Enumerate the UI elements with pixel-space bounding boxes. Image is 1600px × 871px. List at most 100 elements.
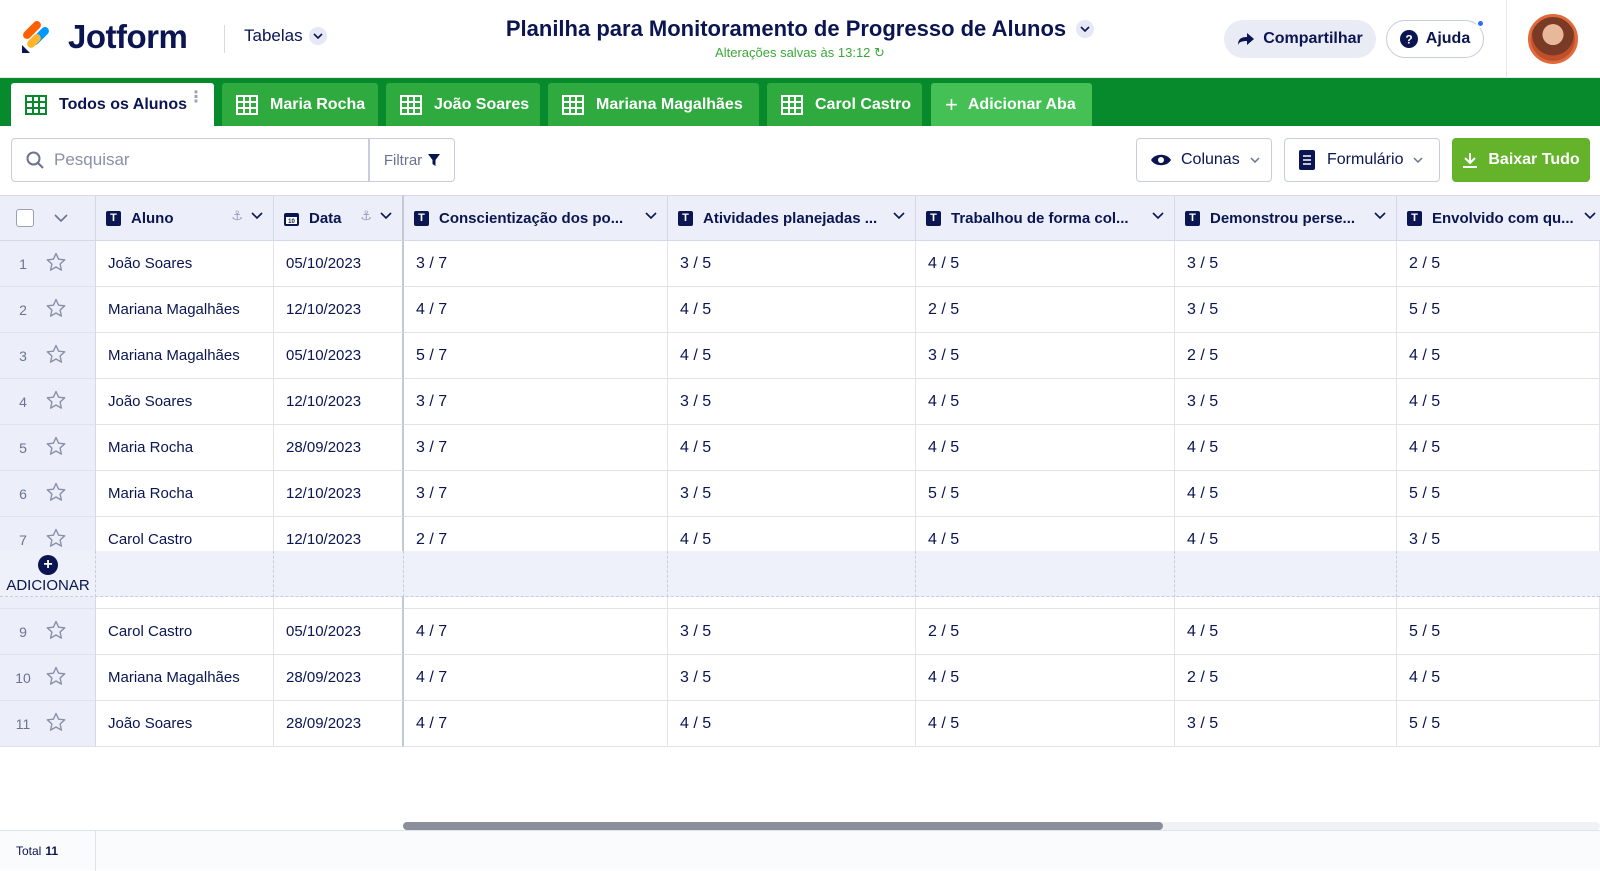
envolvido-cell[interactable]: 2 / 5 — [1397, 241, 1600, 287]
aluno-cell[interactable]: Maria Rocha — [96, 425, 274, 471]
jotform-logo[interactable]: Jotform — [20, 18, 188, 56]
conscientizacao-cell[interactable]: 3 / 7 — [404, 241, 668, 287]
data-cell[interactable]: 05/10/2023 — [274, 609, 404, 655]
tab-carol-castro[interactable]: Carol Castro — [767, 83, 922, 126]
data-cell[interactable]: 28/09/2023 — [274, 701, 404, 747]
chevron-down-icon[interactable] — [54, 214, 68, 222]
envolvido-cell[interactable]: 5 / 5 — [1397, 471, 1600, 517]
atividades-cell[interactable]: 3 / 5 — [668, 655, 916, 701]
data-cell[interactable]: 28/09/2023 — [274, 425, 404, 471]
search-input[interactable] — [54, 150, 334, 170]
conscientizacao-cell[interactable]: 3 / 7 — [404, 425, 668, 471]
demonstrou-cell[interactable]: 4 / 5 — [1175, 609, 1397, 655]
column-header-conscientizacao[interactable]: T Conscientização dos po... — [404, 195, 668, 241]
conscientizacao-cell[interactable]: 4 / 7 — [404, 701, 668, 747]
trabalhou-cell[interactable]: 2 / 5 — [916, 287, 1175, 333]
select-all-checkbox[interactable] — [16, 209, 34, 227]
aluno-cell[interactable]: Mariana Magalhães — [96, 333, 274, 379]
envolvido-cell[interactable]: 5 / 5 — [1397, 609, 1600, 655]
star-icon[interactable] — [46, 344, 66, 368]
star-icon[interactable] — [46, 620, 66, 644]
atividades-cell[interactable]: 4 / 5 — [668, 701, 916, 747]
tab-mariana-magalhaes[interactable]: Mariana Magalhães — [548, 83, 759, 126]
demonstrou-cell[interactable]: 2 / 5 — [1175, 333, 1397, 379]
star-icon[interactable] — [46, 712, 66, 736]
atividades-cell[interactable]: 3 / 5 — [668, 471, 916, 517]
trabalhou-cell[interactable]: 4 / 5 — [916, 701, 1175, 747]
avatar[interactable] — [1528, 14, 1578, 64]
chevron-down-icon[interactable] — [893, 212, 905, 220]
data-cell[interactable]: 05/10/2023 — [274, 241, 404, 287]
trabalhou-cell[interactable]: 5 / 5 — [916, 471, 1175, 517]
tab-joao-soares[interactable]: João Soares — [386, 83, 540, 126]
data-cell[interactable]: 12/10/2023 — [274, 379, 404, 425]
demonstrou-cell[interactable]: 4 / 5 — [1175, 471, 1397, 517]
star-icon[interactable] — [46, 666, 66, 690]
chevron-down-icon[interactable] — [645, 212, 657, 220]
atividades-cell[interactable]: 4 / 5 — [668, 425, 916, 471]
tables-menu[interactable]: Tabelas — [244, 26, 327, 46]
aluno-cell[interactable]: Carol Castro — [96, 609, 274, 655]
chevron-down-icon[interactable] — [1374, 212, 1386, 220]
conscientizacao-cell[interactable]: 3 / 7 — [404, 379, 668, 425]
download-all-button[interactable]: Baixar Tudo — [1452, 138, 1590, 182]
pin-icon[interactable]: ⚓︎ — [360, 208, 372, 223]
horizontal-scrollbar-thumb[interactable] — [403, 822, 1163, 830]
conscientizacao-cell[interactable]: 4 / 7 — [404, 609, 668, 655]
tab-todos-os-alunos[interactable]: Todos os Alunos ⋮ — [11, 83, 214, 126]
aluno-cell[interactable]: Maria Rocha — [96, 471, 274, 517]
help-button[interactable]: ? Ajuda — [1386, 19, 1485, 58]
column-header-atividades[interactable]: T Atividades planejadas ... — [668, 195, 916, 241]
star-icon[interactable] — [46, 482, 66, 506]
demonstrou-cell[interactable]: 3 / 5 — [1175, 701, 1397, 747]
star-icon[interactable] — [46, 436, 66, 460]
conscientizacao-cell[interactable]: 4 / 7 — [404, 287, 668, 333]
aluno-cell[interactable]: João Soares — [96, 379, 274, 425]
aluno-cell[interactable]: João Soares — [96, 241, 274, 287]
demonstrou-cell[interactable]: 4 / 5 — [1175, 425, 1397, 471]
conscientizacao-cell[interactable]: 3 / 7 — [404, 471, 668, 517]
column-header-aluno[interactable]: T Aluno ⚓︎ — [96, 195, 274, 241]
star-icon[interactable] — [46, 298, 66, 322]
demonstrou-cell[interactable]: 3 / 5 — [1175, 379, 1397, 425]
column-header-data[interactable]: 10 Data ⚓︎ — [274, 195, 404, 241]
atividades-cell[interactable]: 4 / 5 — [668, 333, 916, 379]
demonstrou-cell[interactable]: 3 / 5 — [1175, 287, 1397, 333]
columns-button[interactable]: Colunas — [1136, 138, 1272, 182]
envolvido-cell[interactable]: 5 / 5 — [1397, 701, 1600, 747]
envolvido-cell[interactable]: 4 / 5 — [1397, 379, 1600, 425]
chevron-down-icon[interactable] — [1584, 212, 1596, 220]
form-button[interactable]: Formulário — [1284, 138, 1440, 182]
atividades-cell[interactable]: 3 / 5 — [668, 379, 916, 425]
column-header-trabalhou[interactable]: T Trabalhou de forma col... — [916, 195, 1175, 241]
trabalhou-cell[interactable]: 4 / 5 — [916, 655, 1175, 701]
star-icon[interactable] — [46, 390, 66, 414]
atividades-cell[interactable]: 3 / 5 — [668, 609, 916, 655]
trabalhou-cell[interactable]: 3 / 5 — [916, 333, 1175, 379]
chevron-down-icon[interactable] — [1152, 212, 1164, 220]
aluno-cell[interactable]: Mariana Magalhães — [96, 287, 274, 333]
trabalhou-cell[interactable]: 4 / 5 — [916, 425, 1175, 471]
star-icon[interactable] — [46, 252, 66, 276]
trabalhou-cell[interactable]: 4 / 5 — [916, 241, 1175, 287]
star-icon[interactable] — [46, 528, 66, 552]
add-tab-button[interactable]: + Adicionar Aba — [931, 83, 1092, 126]
demonstrou-cell[interactable]: 2 / 5 — [1175, 655, 1397, 701]
envolvido-cell[interactable]: 4 / 5 — [1397, 655, 1600, 701]
chevron-down-icon[interactable] — [251, 212, 263, 220]
share-button[interactable]: Compartilhar — [1224, 20, 1376, 58]
data-cell[interactable]: 05/10/2023 — [274, 333, 404, 379]
add-row-button[interactable]: + ADICIONAR — [0, 551, 96, 597]
demonstrou-cell[interactable]: 3 / 5 — [1175, 241, 1397, 287]
filter-button[interactable]: Filtrar — [369, 138, 455, 182]
column-header-envolvido[interactable]: T Envolvido com qu... — [1397, 195, 1600, 241]
kebab-menu-icon[interactable]: ⋮ — [188, 89, 204, 106]
